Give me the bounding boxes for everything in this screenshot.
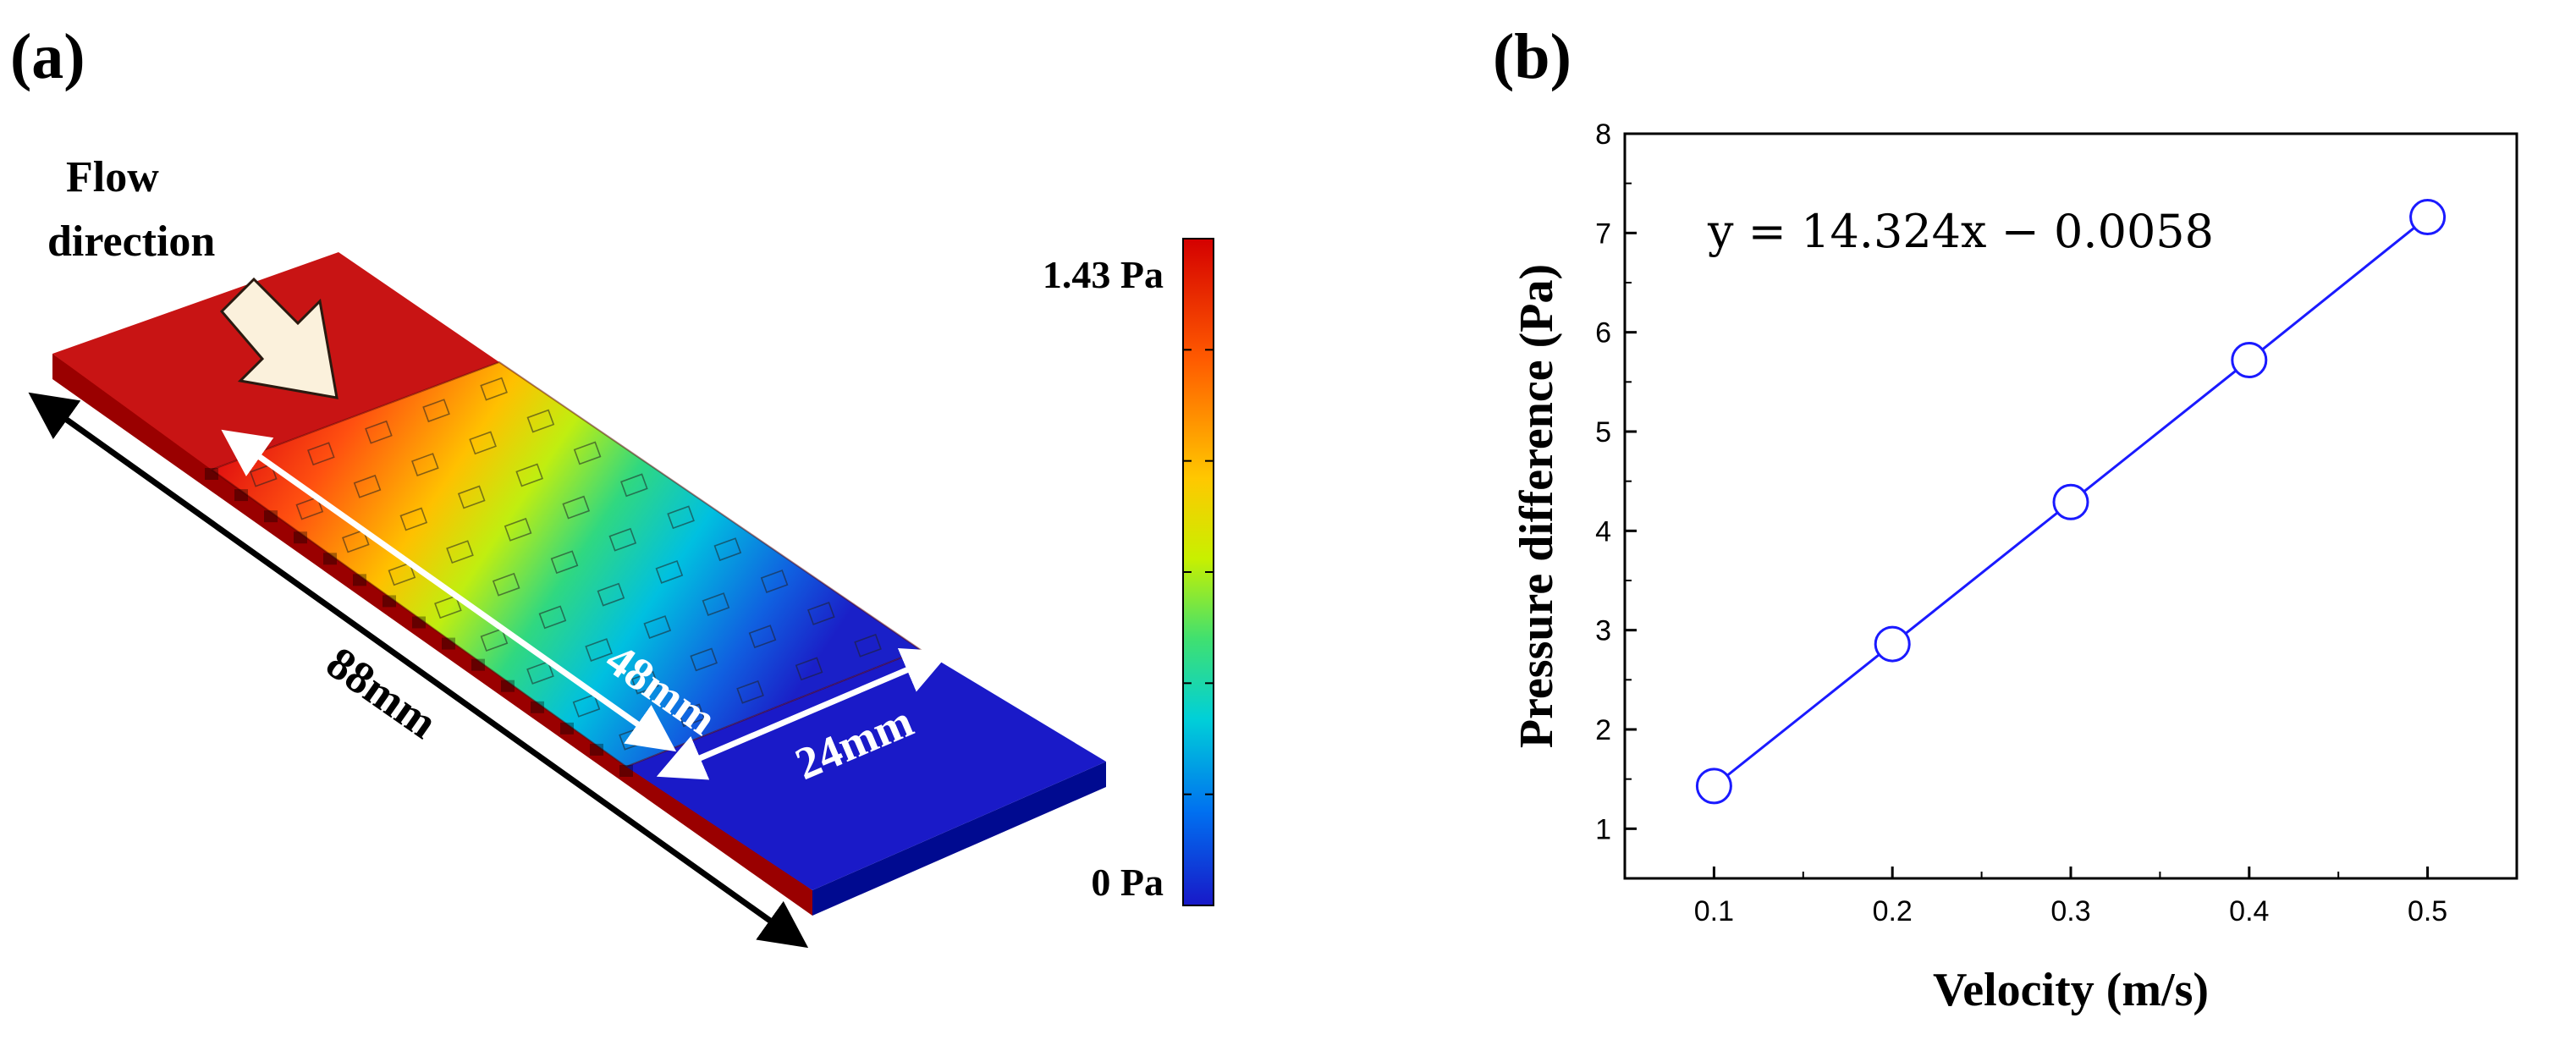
colorbar-ticks: [1183, 349, 1214, 795]
y-tick-label: 8: [1595, 118, 1611, 151]
colorbar-min-label: 0 Pa: [1091, 861, 1164, 904]
edge-notch: [294, 531, 307, 544]
data-point: [1874, 625, 1911, 663]
edge-notch: [205, 468, 218, 480]
regression-equation: y = 14.324x − 0.0058: [1707, 205, 2214, 258]
series-points: [1695, 199, 2447, 805]
edge-notch: [471, 658, 485, 671]
dimension-arrow-48mm: [221, 429, 677, 752]
edge-notch: [501, 680, 515, 692]
y-axis-ticks: 1 2 3 4 5 6 7 8: [1595, 118, 1637, 845]
flow-direction-arrow: [219, 277, 339, 399]
data-point: [2052, 483, 2089, 520]
y-tick-label: 1: [1595, 813, 1611, 845]
y-tick-label: 3: [1595, 615, 1611, 647]
panel-a: (a) Flow direction 88mm 48mm: [10, 21, 1214, 949]
y-tick-label: 2: [1595, 714, 1611, 746]
panel-a-label: (a): [10, 21, 85, 92]
x-tick-label: 0.3: [2050, 895, 2090, 927]
edge-notch: [590, 743, 603, 756]
x-axis-ticks: 0.1 0.2 0.3 0.4 0.5: [1694, 867, 2447, 927]
y-tick-label: 6: [1595, 317, 1611, 349]
edge-notch: [560, 722, 574, 735]
pressure-colorbar: 1.43 Pa 0 Pa: [1043, 238, 1214, 906]
dimension-arrow-24mm: [656, 647, 951, 780]
x-axis-label: Velocity (m/s): [1933, 964, 2209, 1016]
y-axis-label: Pressure difference (Pa): [1511, 264, 1563, 748]
x-tick-label: 0.5: [2408, 895, 2447, 927]
y-tick-label: 7: [1595, 217, 1611, 250]
dimension-label-88mm: 88mm: [317, 637, 446, 749]
data-point: [2409, 199, 2447, 236]
edge-notch: [531, 701, 544, 713]
panel-b: (b) 1 2 3 4 5 6 7 8 0.1 0.2 0.3 0.4 0.5 Velocity (m…: [1493, 21, 2518, 1016]
panel-b-label: (b): [1493, 21, 1571, 92]
edge-notch: [353, 574, 366, 586]
edge-notch: [234, 489, 248, 502]
edge-notch: [323, 553, 337, 565]
data-point: [2231, 342, 2268, 379]
x-tick-label: 0.2: [1873, 895, 1913, 927]
x-tick-label: 0.4: [2229, 895, 2269, 927]
edge-notch: [412, 616, 426, 629]
colorbar-max-label: 1.43 Pa: [1043, 253, 1164, 296]
data-point: [1695, 768, 1732, 805]
plate-3d-model: [52, 252, 1106, 916]
micro-cavity: [807, 602, 835, 625]
edge-notch: [619, 765, 633, 777]
y-tick-label: 5: [1595, 416, 1611, 448]
flow-label-line1: Flow: [66, 153, 159, 201]
flow-label-line2: direction: [47, 217, 215, 266]
edge-notch: [442, 637, 455, 650]
plate-front-edge: [812, 762, 1106, 916]
edge-notch: [264, 510, 278, 523]
y-tick-label: 4: [1595, 515, 1611, 548]
edge-notch: [383, 595, 396, 608]
x-tick-label: 0.1: [1694, 895, 1734, 927]
